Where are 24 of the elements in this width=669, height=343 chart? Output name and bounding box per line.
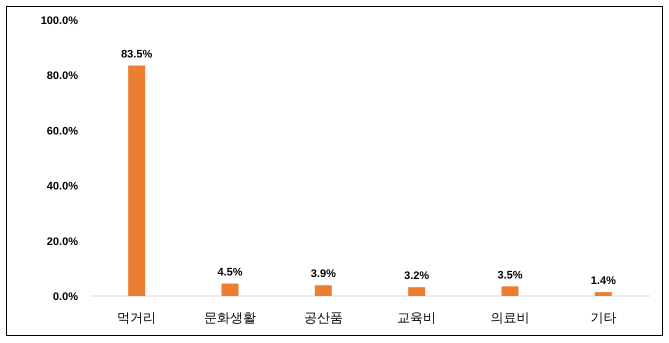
y-tick-label: 80.0% <box>46 70 78 82</box>
data-label: 3.9% <box>310 268 336 280</box>
bar <box>408 287 426 296</box>
x-tick-label: 교육비 <box>397 310 436 325</box>
y-tick-label: 60.0% <box>46 125 78 138</box>
data-label: 83.5% <box>121 48 152 61</box>
y-tick-label: 20.0% <box>46 236 78 248</box>
y-tick-label: 0.0% <box>52 291 78 303</box>
x-tick-label: 먹거리 <box>117 310 156 325</box>
y-tick-label: 100.0% <box>40 15 78 27</box>
data-label: 3.5% <box>497 269 523 282</box>
bar <box>594 292 612 296</box>
bar <box>222 284 238 296</box>
bar <box>502 286 518 296</box>
data-label: 3.2% <box>404 270 430 282</box>
bar <box>314 285 332 296</box>
bar <box>128 66 146 296</box>
data-label: 1.4% <box>590 275 616 288</box>
y-tick-label: 40.0% <box>46 180 78 193</box>
x-tick-label: 의료비 <box>490 310 530 325</box>
x-tick-label: 문화생활 <box>204 310 256 325</box>
x-tick-label: 공산품 <box>304 310 343 325</box>
data-label: 4.5% <box>217 266 243 279</box>
x-tick-label: 기타 <box>590 310 616 325</box>
